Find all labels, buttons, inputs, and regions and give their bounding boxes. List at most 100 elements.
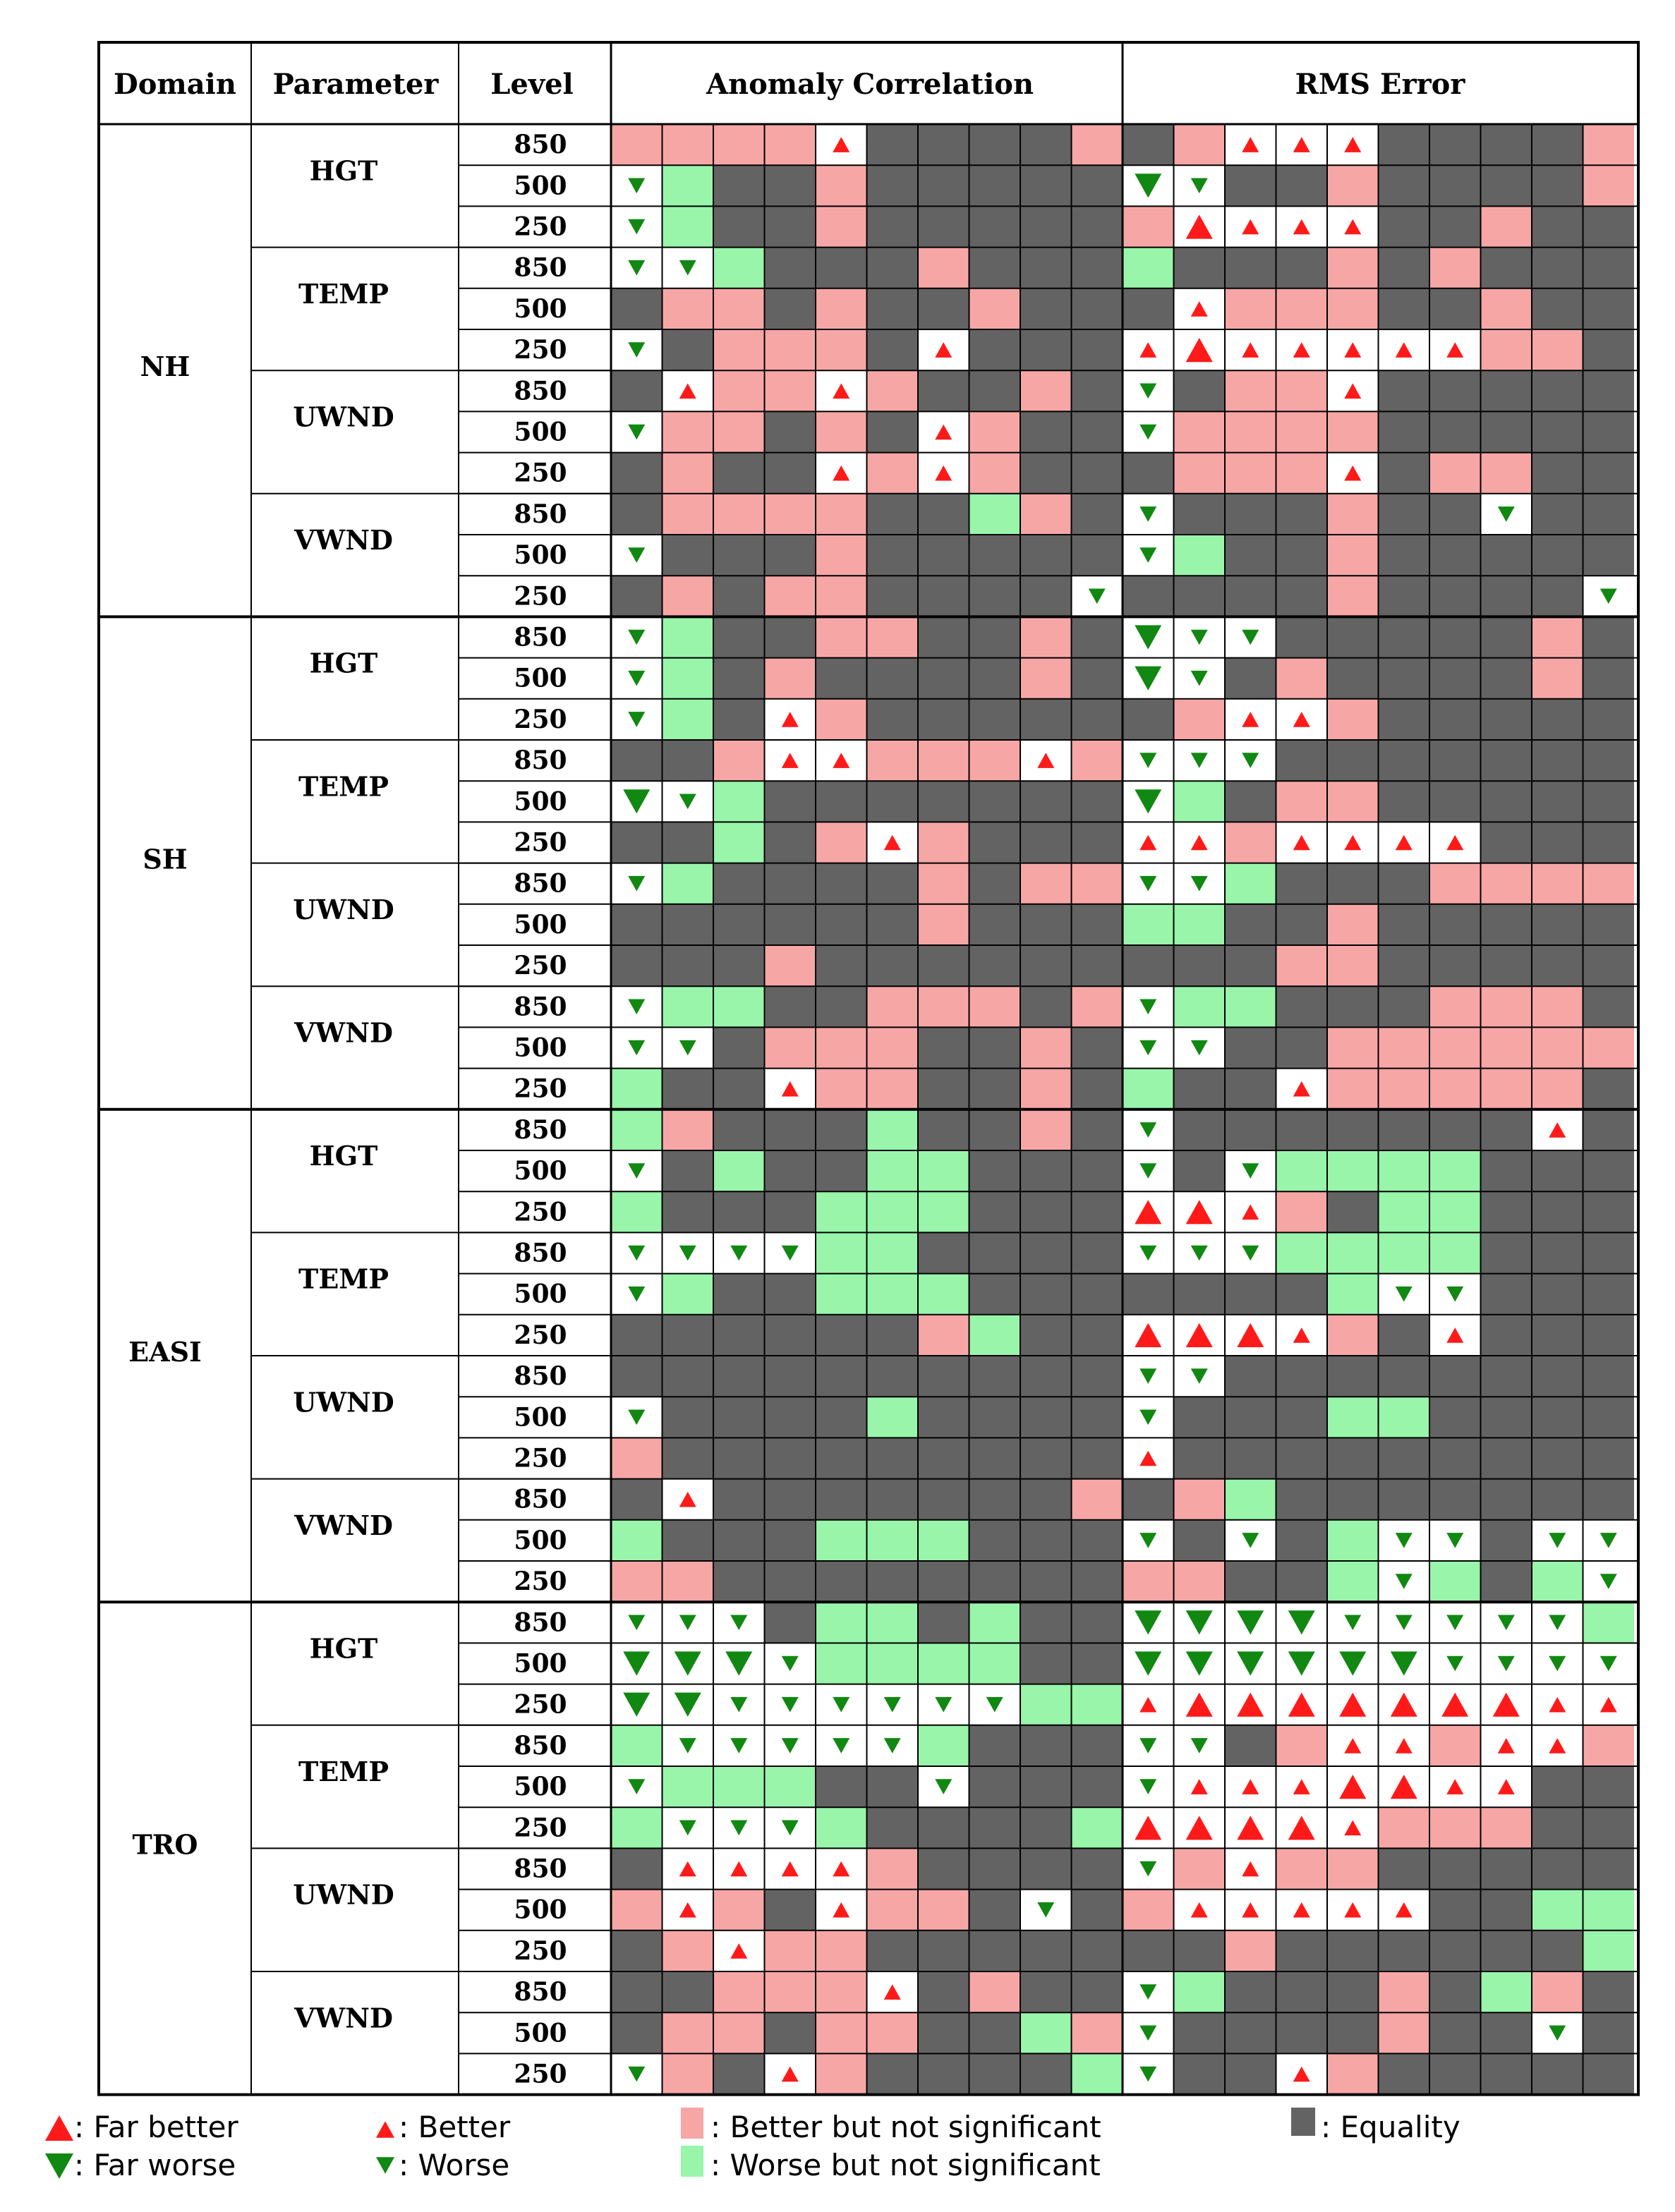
better-not-significant-cell: [1429, 863, 1481, 904]
equality-cell: [1173, 1438, 1225, 1479]
far-better-icon: [1237, 1816, 1264, 1840]
better-not-significant-cell: [713, 1889, 765, 1931]
equality-cell: [1583, 781, 1634, 822]
equality-cell: [764, 1519, 816, 1561]
equality-cell: [969, 863, 1020, 904]
better-not-significant-cell: [816, 1930, 867, 1971]
worse-not-significant-cell: [866, 1397, 918, 1438]
equality-cell: [662, 535, 713, 576]
equality-cell: [662, 1971, 713, 2013]
better-not-significant-cell: [1173, 1561, 1225, 1603]
better-icon: [1293, 1902, 1310, 1918]
worse-icon: [781, 1696, 799, 1713]
equality-cell: [969, 698, 1020, 740]
better-not-significant-cell: [1071, 1478, 1123, 1520]
better-not-significant-cell: [713, 124, 765, 166]
worse-icon: [1139, 547, 1157, 563]
level-label: 500: [514, 171, 567, 200]
equality-cell: [1020, 247, 1072, 288]
better-not-significant-cell: [1429, 452, 1481, 494]
equality-cell: [1378, 986, 1429, 1028]
worse-not-significant-cell: [866, 1150, 918, 1192]
better-not-significant-cell: [1225, 822, 1276, 863]
equality-cell: [1071, 1725, 1123, 1766]
equality-cell: [1020, 945, 1072, 987]
equality-cell: [1378, 740, 1429, 782]
equality-cell: [1123, 576, 1174, 617]
equality-cell: [764, 1191, 816, 1233]
better-not-significant-cell: [713, 740, 765, 782]
equality-cell: [764, 1109, 816, 1150]
equality-cell: [1020, 288, 1072, 329]
equality-cell: [662, 822, 713, 863]
level-label: 500: [514, 1772, 567, 1801]
worse-not-significant-cell: [1225, 863, 1276, 904]
equality-cell: [918, 698, 969, 740]
equality-cell: [918, 1397, 969, 1438]
equality-cell: [713, 863, 765, 904]
worse-icon: [730, 1245, 748, 1261]
equality-cell: [1173, 493, 1225, 535]
better-icon: [730, 1943, 748, 1959]
equality-cell: [764, 1273, 816, 1315]
worse-icon: [1037, 1902, 1055, 1918]
equality-cell: [1480, 1232, 1532, 1274]
worse-not-significant-cell: [1532, 1561, 1583, 1603]
equality-cell: [866, 493, 918, 535]
equality-cell: [1071, 247, 1123, 288]
level-label: 850: [514, 992, 567, 1021]
equality-cell: [918, 206, 969, 248]
equality-cell: [1071, 1561, 1123, 1603]
equality-cell: [1225, 1397, 1276, 1438]
equality-cell: [866, 1807, 918, 1849]
better-not-significant-cell: [713, 411, 765, 453]
equality-cell: [611, 576, 663, 617]
better-not-significant-cell: [1071, 740, 1123, 782]
equality-cell: [1071, 1889, 1123, 1931]
better-icon: [679, 1902, 696, 1918]
equality-cell: [1480, 740, 1532, 782]
better-not-significant-cell: [866, 740, 918, 782]
equality-cell: [969, 1889, 1020, 1931]
better-not-significant-cell: [713, 370, 765, 412]
equality-cell: [918, 616, 969, 658]
better-not-significant-cell: [611, 124, 663, 166]
better-not-significant-cell: [1327, 411, 1379, 453]
better-not-significant-cell: [1429, 1725, 1481, 1766]
better-not-significant-cell: [1480, 206, 1532, 248]
worse-icon: [628, 1409, 646, 1426]
equality-cell: [1429, 1109, 1481, 1150]
equality-cell: [1071, 1232, 1123, 1274]
equality-cell: [1276, 2012, 1327, 2054]
worse-not-significant-cell: [816, 1519, 867, 1561]
equality-cell: [1173, 1150, 1225, 1192]
equality-cell: [1071, 945, 1123, 987]
better-not-significant-cell: [764, 124, 816, 166]
better-icon: [833, 137, 850, 152]
better-icon: [1497, 1779, 1515, 1794]
equality-cell: [969, 1848, 1020, 1890]
equality-cell: [969, 535, 1020, 576]
equality-cell: [1480, 1397, 1532, 1438]
equality-cell: [866, 206, 918, 248]
worse-not-significant-cell: [713, 781, 765, 822]
equality-cell: [1225, 2053, 1276, 2095]
worse-icon: [1190, 629, 1208, 645]
worse-not-significant-cell: [816, 1807, 867, 1849]
equality-cell: [918, 1438, 969, 1479]
level-label: 250: [514, 1074, 567, 1104]
better-icon: [833, 753, 850, 768]
worse-not-significant-cell: [713, 822, 765, 863]
level-label: 500: [514, 1156, 567, 1186]
worse-not-significant-cell: [1071, 1807, 1123, 1849]
equality-cell: [1071, 781, 1123, 822]
worse-icon: [1139, 506, 1157, 522]
better-icon: [1549, 1738, 1566, 1754]
equality-cell: [1532, 206, 1583, 248]
equality-cell: [1480, 1314, 1532, 1356]
far-worse-icon: [623, 1692, 651, 1717]
equality-cell: [1020, 1643, 1072, 1684]
equality-cell: [713, 1519, 765, 1561]
equality-cell: [969, 945, 1020, 987]
better-not-significant-cell: [1480, 1068, 1532, 1110]
